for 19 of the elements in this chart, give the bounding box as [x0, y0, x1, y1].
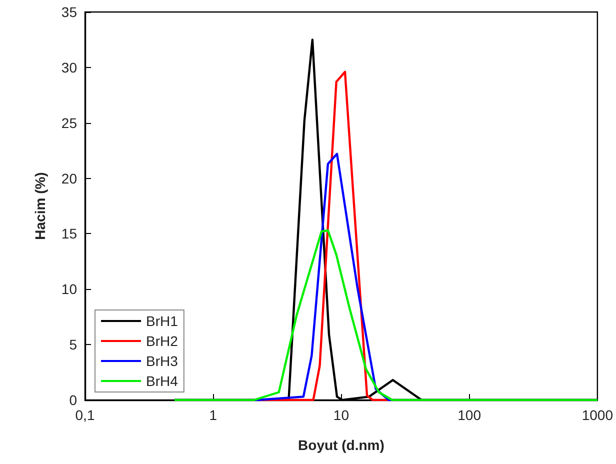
y-tick-label: 5 — [69, 336, 78, 353]
y-tick-label: 20 — [61, 170, 78, 186]
y-tick-label: 30 — [61, 59, 78, 76]
x-axis-title: Boyut (d.nm) — [298, 437, 384, 453]
x-tick-label: 10 — [333, 407, 350, 423]
y-axis-title: Hacim (%) — [32, 172, 48, 240]
legend-label: BrH1 — [146, 313, 178, 329]
y-tick-label: 15 — [61, 226, 78, 242]
x-tick-label: 0,1 — [75, 407, 95, 423]
legend-label: BrH4 — [146, 373, 178, 389]
y-tick-label: 35 — [61, 4, 78, 20]
legend-label: BrH2 — [146, 333, 178, 349]
x-tick-label: 100 — [458, 407, 482, 423]
x-tick-label: 1000 — [582, 407, 614, 423]
y-tick-label: 10 — [61, 281, 78, 298]
x-tick-label: 1 — [209, 407, 218, 423]
y-tick-label: 0 — [69, 392, 78, 408]
y-tick-label: 25 — [61, 114, 78, 131]
legend-label: BrH3 — [146, 353, 178, 369]
